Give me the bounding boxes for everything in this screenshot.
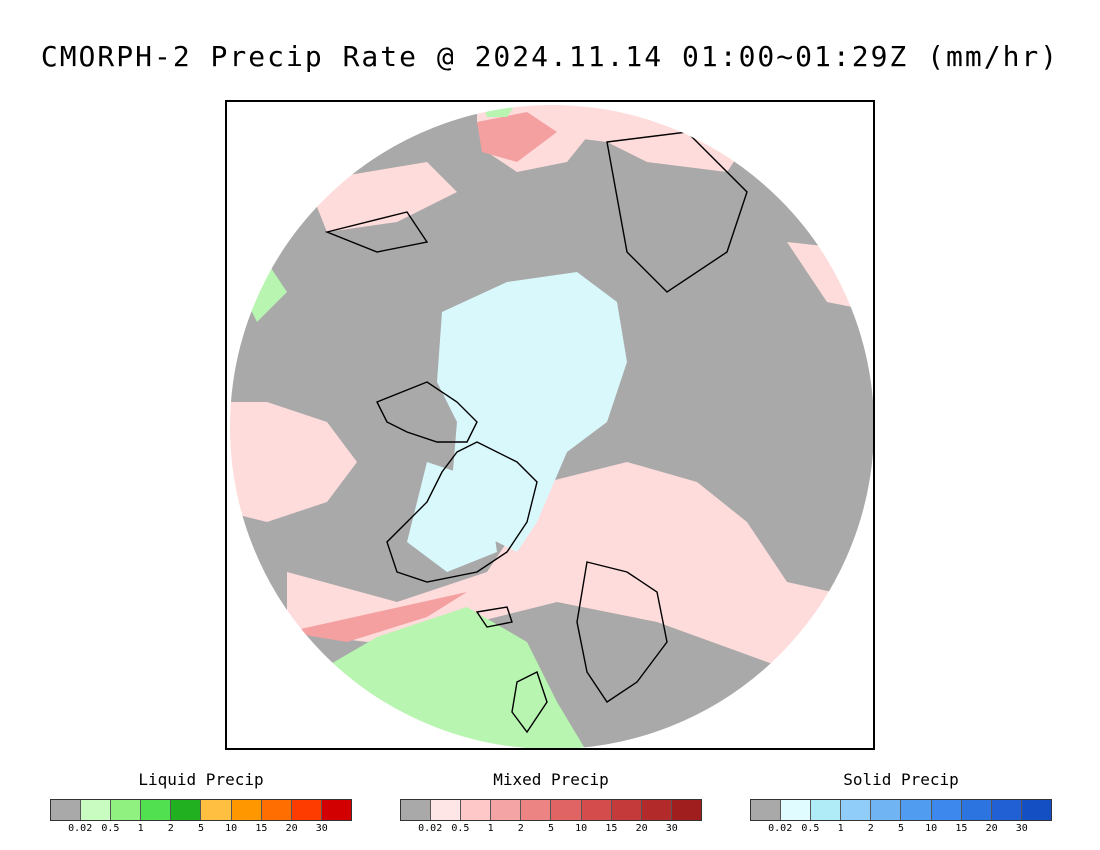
legend-swatch xyxy=(111,800,142,820)
color-scale xyxy=(400,799,702,821)
legend-swatch xyxy=(231,800,262,820)
legend-swatch xyxy=(811,800,842,820)
legend-tick-label: 15 xyxy=(605,823,618,834)
legend-tick-label: 30 xyxy=(1015,823,1028,834)
mixed-precip-streak xyxy=(287,592,467,642)
legend-swatch xyxy=(1021,800,1051,820)
map-disc-edge xyxy=(228,103,873,748)
legend-swatch xyxy=(611,800,642,820)
legend-tick-label: 1 xyxy=(837,823,844,834)
legend-tick-label: 5 xyxy=(547,823,555,834)
legend-tick-label: 10 xyxy=(925,823,938,834)
legend-tick-label: 2 xyxy=(867,823,874,834)
legend-tick-label: 20 xyxy=(285,823,298,834)
legend-swatch xyxy=(321,800,351,820)
legend-tick-label: 5 xyxy=(897,823,905,834)
legend-tick-label: 1 xyxy=(487,823,494,834)
coastline-british-isles xyxy=(511,671,548,734)
legend-swatch xyxy=(171,800,202,820)
legend-tick-label: 0.5 xyxy=(101,823,120,834)
legend-tick-label: 2 xyxy=(167,823,174,834)
legend-tick-label: 0.02 xyxy=(418,823,443,834)
legend-tick-label: 30 xyxy=(665,823,678,834)
legend-swatch xyxy=(401,800,432,820)
legend-swatch xyxy=(141,800,172,820)
coastline-canadian-archipelago xyxy=(376,381,478,443)
legend-tick-label: 20 xyxy=(985,823,998,834)
polar-map xyxy=(225,100,875,750)
legend-mixed-precip: Mixed Precip 0.02 0.5 1 2 5 10 15 20 30 xyxy=(400,770,702,835)
color-scale xyxy=(50,799,352,821)
legend-solid-precip: Solid Precip 0.02 0.5 1 2 5 10 15 20 30 xyxy=(750,770,1052,835)
legend-swatch xyxy=(201,800,232,820)
legend-swatch xyxy=(291,800,322,820)
mixed-precip-region xyxy=(229,402,357,522)
legend-title: Solid Precip xyxy=(843,770,959,789)
tick-labels: 0.02 0.5 1 2 5 10 15 20 30 xyxy=(400,821,702,835)
legend-tick-label: 30 xyxy=(315,823,328,834)
legend-tick-label: 15 xyxy=(955,823,968,834)
legend-tick-label: 5 xyxy=(197,823,205,834)
legend-tick-label: 1 xyxy=(137,823,144,834)
legend-title: Liquid Precip xyxy=(138,770,264,789)
legend-title: Mixed Precip xyxy=(493,770,609,789)
legend-swatch xyxy=(751,800,782,820)
legend-tick-label: 0.5 xyxy=(451,823,470,834)
legend-swatch xyxy=(931,800,962,820)
mixed-precip-region xyxy=(287,462,873,702)
coastline-scandinavia xyxy=(576,561,668,703)
legend-tick-label: 15 xyxy=(255,823,268,834)
legend-swatch xyxy=(641,800,672,820)
legend-swatch xyxy=(521,800,552,820)
legend-swatch xyxy=(491,800,522,820)
legend-tick-label: 20 xyxy=(635,823,648,834)
coastline-iceland xyxy=(475,606,513,628)
legend-swatch xyxy=(991,800,1022,820)
legend-swatch xyxy=(261,800,292,820)
legend-tick-label: 2 xyxy=(517,823,524,834)
coastline-greenland xyxy=(386,441,538,583)
solid-precip-region xyxy=(407,462,497,572)
legend-swatch xyxy=(841,800,872,820)
legend-liquid-precip: Liquid Precip 0.02 0.5 1 2 5 10 15 20 30 xyxy=(50,770,352,835)
legend-tick-label: 0.02 xyxy=(768,823,793,834)
legend-tick-label: 10 xyxy=(575,823,588,834)
legend-swatch xyxy=(781,800,812,820)
coastline-alaska xyxy=(324,211,429,253)
legend-tick-label: 10 xyxy=(225,823,238,834)
legend-swatch xyxy=(961,800,992,820)
legend-tick-label: 0.02 xyxy=(68,823,93,834)
legend-swatch xyxy=(81,800,112,820)
legend-swatch xyxy=(551,800,582,820)
mixed-precip-streak xyxy=(477,112,557,162)
legend-swatch xyxy=(871,800,902,820)
chart-title: CMORPH-2 Precip Rate @ 2024.11.14 01:00~… xyxy=(40,40,1060,73)
tick-labels: 0.02 0.5 1 2 5 10 15 20 30 xyxy=(750,821,1052,835)
legend-swatch xyxy=(461,800,492,820)
legend-swatch xyxy=(431,800,462,820)
legend-swatch xyxy=(51,800,82,820)
polar-map-canvas xyxy=(228,103,873,748)
color-scale xyxy=(750,799,1052,821)
tick-labels: 0.02 0.5 1 2 5 10 15 20 30 xyxy=(50,821,352,835)
legend-swatch xyxy=(581,800,612,820)
legend-tick-label: 0.5 xyxy=(801,823,820,834)
legend-swatch xyxy=(671,800,701,820)
legend-swatch xyxy=(901,800,932,820)
precip-field xyxy=(229,104,873,748)
